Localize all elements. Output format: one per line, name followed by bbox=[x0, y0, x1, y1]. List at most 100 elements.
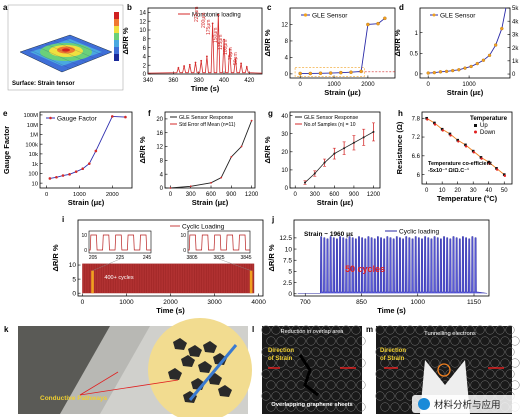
x-axis-label: Time (s) bbox=[156, 306, 185, 315]
surface-peak bbox=[62, 48, 70, 52]
hex-cell bbox=[281, 369, 291, 379]
highlight-start bbox=[91, 270, 94, 294]
panel-letter: l bbox=[252, 325, 254, 334]
inset-tick-label: 245 bbox=[143, 255, 152, 261]
hex-cell bbox=[395, 391, 405, 401]
hex-cell bbox=[306, 402, 316, 412]
legend-label: GLE Sensor Response bbox=[179, 115, 233, 121]
y-tick-label: 10M bbox=[27, 123, 38, 129]
hex-cell bbox=[470, 336, 480, 346]
data-point bbox=[352, 141, 355, 144]
inset-tick-label: 3805 bbox=[186, 255, 197, 261]
hex-cell bbox=[385, 391, 395, 401]
hex-cell bbox=[495, 347, 505, 357]
colorbar-segment bbox=[114, 40, 119, 47]
x-axis-label: Time (s) bbox=[191, 84, 220, 93]
x-tick-label: 3000 bbox=[207, 299, 222, 306]
data-point-down bbox=[464, 145, 468, 148]
peak-label: 100μm bbox=[223, 40, 229, 55]
hex-cell bbox=[356, 402, 366, 412]
series-line bbox=[300, 17, 386, 74]
hex-cell bbox=[455, 347, 465, 357]
series-line bbox=[170, 120, 253, 189]
hex-cell bbox=[316, 380, 326, 390]
x-tick-label: 300 bbox=[310, 192, 321, 198]
strain-label: Strain ~ 1960 με bbox=[304, 231, 353, 238]
data-point bbox=[304, 181, 306, 184]
data-point bbox=[308, 71, 313, 76]
hex-cell bbox=[380, 380, 390, 390]
peak-label: 200μm bbox=[201, 13, 207, 28]
x-tick-label: 0 bbox=[298, 82, 302, 88]
label-top: Tunnelling electrons bbox=[424, 331, 476, 337]
y-axis-label: ΔR/R % bbox=[393, 29, 402, 56]
panel-k: Conductive Pathways bbox=[18, 318, 252, 417]
y-tick-label: 0 bbox=[415, 72, 419, 78]
data-point bbox=[87, 162, 91, 165]
hex-cell bbox=[276, 336, 286, 346]
watermark: 材料分析与应用 bbox=[412, 395, 526, 413]
x-axis-label: Time (s) bbox=[377, 306, 406, 315]
x-tick-label: 1150 bbox=[467, 299, 481, 306]
data-point-down bbox=[488, 162, 491, 165]
data-point bbox=[210, 181, 212, 184]
x-tick-label: 360 bbox=[168, 78, 179, 84]
data-point bbox=[74, 170, 78, 173]
y-tick-label: 1 bbox=[415, 31, 419, 37]
x-tick-label: 600 bbox=[329, 192, 340, 198]
label-bottom: Overlapping graphene sheets bbox=[271, 402, 353, 408]
hex-cell bbox=[390, 402, 400, 412]
hex-cell bbox=[341, 391, 351, 401]
y-tick-label: 8 bbox=[160, 159, 164, 165]
inset-frame bbox=[88, 230, 152, 254]
y-tick-label: 10 bbox=[281, 168, 288, 174]
inset-wave bbox=[188, 234, 250, 251]
data-point bbox=[487, 53, 492, 58]
y-tick-label: 10k bbox=[29, 152, 38, 158]
hex-cell bbox=[346, 380, 356, 390]
hex-cell bbox=[395, 347, 405, 357]
y-tick-label: 1k bbox=[32, 162, 38, 168]
legend-label: Cyclic loading bbox=[399, 229, 439, 236]
hex-cell bbox=[400, 358, 410, 368]
panel-e: 0 1000 2000 10 100 1k 10k 100k 1M 10M 100M Strain (… bbox=[2, 111, 133, 207]
inset-y-label: 0 bbox=[84, 248, 87, 254]
hex-cell bbox=[480, 336, 490, 346]
y-tick-label: 10 bbox=[32, 181, 38, 187]
hex-cell bbox=[495, 325, 505, 335]
hex-cell bbox=[291, 347, 301, 357]
conductive-label: Conductive Pathways bbox=[40, 395, 108, 402]
hex-cell bbox=[341, 347, 351, 357]
panel-b: 340 360 380 400 420 0 2 4 6 8 10 12 14 Time (s) ΔR/R %… bbox=[121, 7, 263, 93]
panel-h: 0 10 20 30 40 50 6 6.6 7.2 7.8 Temperature (°C) Res… bbox=[395, 111, 513, 203]
crack bbox=[298, 354, 319, 397]
hex-cell bbox=[415, 325, 425, 335]
hex-cell bbox=[420, 336, 430, 346]
peak-label: 175μm bbox=[206, 20, 212, 35]
hex-cell bbox=[400, 336, 410, 346]
plot-frame bbox=[39, 111, 133, 189]
data-point bbox=[457, 68, 461, 72]
x-tick-label: 1000 bbox=[119, 299, 134, 306]
surface-grid bbox=[61, 37, 105, 56]
panel-d: 0 1000 0 0.5 1 Strain (με) ΔR/R % 5k 4k 3k 2k 1k 0 GL… bbox=[393, 6, 519, 97]
x-tick-label: 0 bbox=[294, 192, 298, 198]
hex-cell bbox=[301, 347, 311, 357]
y-tick-label: 0 bbox=[285, 72, 289, 78]
hex-cell bbox=[380, 402, 390, 412]
hex-cell bbox=[336, 402, 346, 412]
data-point bbox=[68, 173, 71, 176]
y-tick-label: 16 bbox=[156, 131, 163, 137]
data-point bbox=[245, 66, 248, 68]
inset-wave bbox=[89, 234, 151, 251]
x-tick-label: 1200 bbox=[245, 192, 259, 198]
y-tick-label: 100k bbox=[25, 142, 38, 148]
data-point bbox=[343, 147, 346, 150]
peak-label: 150μm bbox=[213, 28, 219, 43]
data-point bbox=[223, 38, 225, 41]
tunnelling-marker bbox=[437, 363, 451, 377]
inset-tick-label: 225 bbox=[116, 255, 125, 261]
hex-cell bbox=[425, 347, 435, 357]
panel-letter: h bbox=[398, 109, 403, 118]
x-tick-label: 2000 bbox=[163, 299, 178, 306]
